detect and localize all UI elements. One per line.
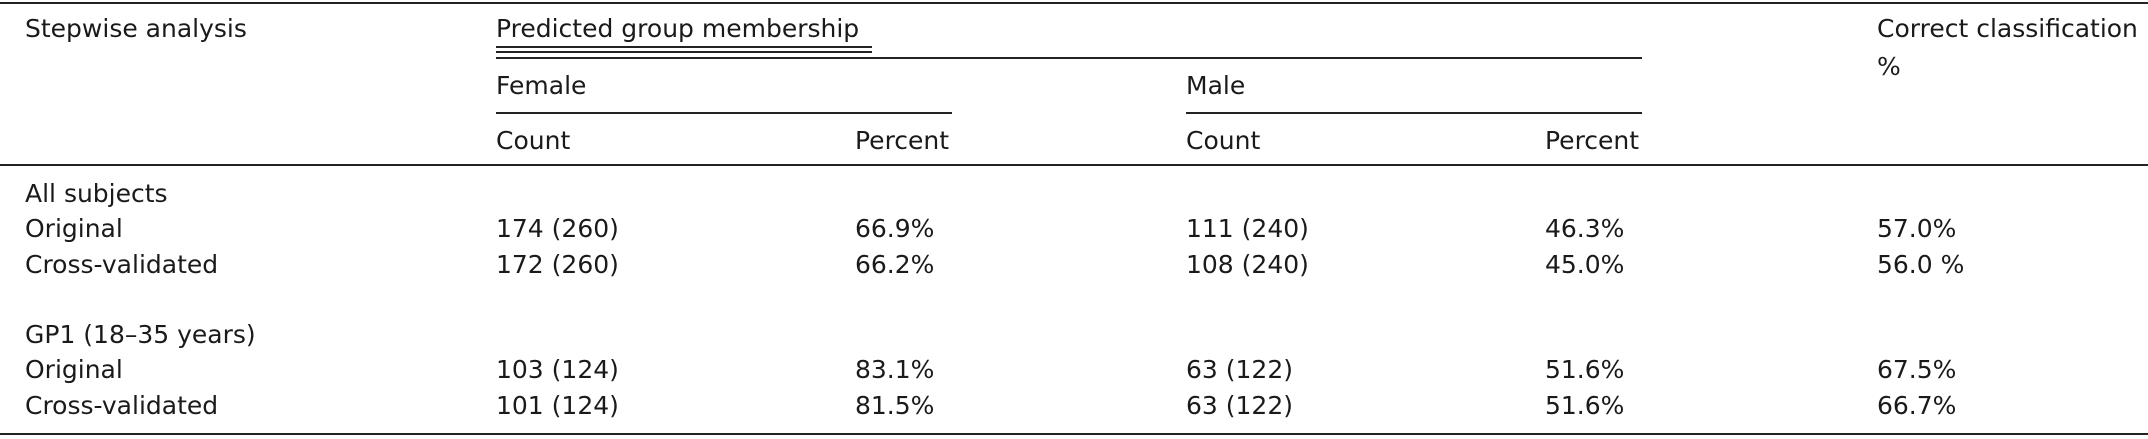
male-percent: 46.3% <box>1545 214 1625 243</box>
row-label: Cross-validated <box>25 391 219 420</box>
female-percent: 83.1% <box>855 355 935 384</box>
predicted-span-rule <box>496 57 1642 59</box>
male-span-rule <box>1186 112 1642 114</box>
row-label: Original <box>25 355 123 384</box>
row-label: Cross-validated <box>25 250 219 279</box>
male-count: 63 (122) <box>1186 355 1293 384</box>
header-bottom-rule <box>0 164 2148 166</box>
header-correct-classification: Correct classification <box>1877 14 2138 43</box>
header-percent-female: Percent <box>855 126 950 155</box>
female-percent: 66.9% <box>855 214 935 243</box>
header-male: Male <box>1186 71 1246 100</box>
female-count: 103 (124) <box>496 355 619 384</box>
correct-classification: 67.5% <box>1877 355 1957 384</box>
table-top-rule <box>0 2 2148 4</box>
male-percent: 51.6% <box>1545 355 1625 384</box>
header-percent-male: Percent <box>1545 126 1640 155</box>
predicted-underline-2 <box>496 51 872 53</box>
female-span-rule <box>496 112 952 114</box>
header-stub: Stepwise analysis <box>25 14 247 43</box>
section-title: GP1 (18–35 years) <box>25 320 256 349</box>
female-count: 101 (124) <box>496 391 619 420</box>
male-count: 111 (240) <box>1186 214 1309 243</box>
male-count: 108 (240) <box>1186 250 1309 279</box>
male-percent: 51.6% <box>1545 391 1625 420</box>
table-bottom-rule <box>0 433 2148 435</box>
male-count: 63 (122) <box>1186 391 1293 420</box>
female-percent: 81.5% <box>855 391 935 420</box>
header-correct-percent: % <box>1877 52 1901 81</box>
correct-classification: 56.0 % <box>1877 250 1965 279</box>
section-title: All subjects <box>25 179 168 208</box>
header-count-female: Count <box>496 126 571 155</box>
male-percent: 45.0% <box>1545 250 1625 279</box>
header-predicted-group: Predicted group membership <box>496 14 860 43</box>
female-count: 172 (260) <box>496 250 619 279</box>
correct-classification: 66.7% <box>1877 391 1957 420</box>
correct-classification: 57.0% <box>1877 214 1957 243</box>
row-label: Original <box>25 214 123 243</box>
predicted-underline-1 <box>496 46 872 48</box>
female-percent: 66.2% <box>855 250 935 279</box>
header-female: Female <box>496 71 587 100</box>
header-count-male: Count <box>1186 126 1261 155</box>
female-count: 174 (260) <box>496 214 619 243</box>
